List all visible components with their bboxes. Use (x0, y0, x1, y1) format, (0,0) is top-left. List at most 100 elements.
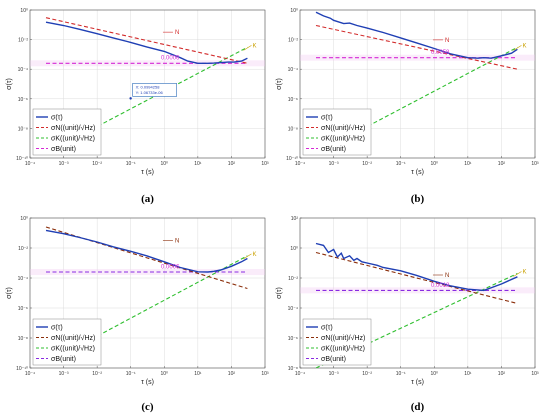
y-axis-label: σ(τ) (6, 78, 13, 90)
y-tick-label: 10⁻⁶ (18, 97, 28, 103)
y-tick-label: 10⁻¹⁰ (16, 156, 28, 162)
annotation-bias-value: 0.0058 (431, 50, 450, 56)
legend-entry: σ(τ) (51, 115, 63, 122)
annotation-k: K (252, 252, 256, 258)
series-line-n (315, 24, 518, 70)
x-tick-label: 10² (498, 161, 506, 167)
panel-caption: (b) (411, 193, 425, 205)
annotation-bias-value: 0.0006 (161, 56, 180, 62)
x-tick-label: 10¹ (194, 371, 202, 377)
x-tick-label: 10⁻¹ (126, 161, 136, 167)
plot-frame (29, 217, 266, 369)
series-line-k (315, 273, 518, 368)
legend-entry: σN((unit)/√Hz) (321, 124, 365, 132)
annotation-arrow (513, 271, 522, 277)
x-tick-label: 10⁻¹ (396, 371, 406, 377)
chart-panel-c: 10⁻⁴ 10⁻³ 10⁻² 10⁻¹ 10⁰ 10¹ 10² 10³ 10⁻¹⁰ 10⁻⁸ 10⁻… (6, 216, 269, 413)
y-tick-label: 10⁻² (288, 276, 298, 282)
x-tick-label: 10⁻³ (59, 371, 69, 377)
y-tick-label: 10⁻⁸ (288, 126, 298, 132)
x-tick-label: 10⁻³ (329, 371, 339, 377)
plot-frame (299, 217, 536, 369)
x-tick-label: 10⁻³ (59, 161, 69, 167)
series-line-n (45, 17, 248, 64)
y-tick-label: 10⁰ (290, 246, 298, 252)
y-axis-label: σ(τ) (276, 287, 283, 299)
series-line-k (45, 255, 248, 364)
legend-entry: σN((unit)/√Hz) (51, 334, 95, 342)
y-tick-label: 10⁻⁴ (18, 67, 28, 73)
chart-panel-b: 10⁻⁴ 10⁻³ 10⁻² 10⁻¹ 10⁰ 10¹ 10² 10³ 10⁻¹⁰ 10⁻⁸ 10⁻… (276, 8, 539, 205)
annotation-n: N (445, 273, 449, 279)
x-tick-label: 10² (228, 161, 236, 167)
legend-entry: σ(τ) (51, 325, 63, 332)
x-tick-label: 10⁻⁴ (25, 161, 35, 167)
x-tick-label: 10³ (261, 161, 269, 167)
datatip-marker (129, 97, 132, 100)
plot-frame (29, 9, 266, 159)
y-tick-label: 10⁻² (288, 38, 298, 44)
y-tick-label: 10⁻² (18, 246, 28, 252)
legend-entry: σB(unit) (51, 356, 76, 363)
y-tick-label: 10⁻¹⁰ (286, 156, 298, 162)
series-line-k (45, 46, 248, 154)
y-tick-label: 10⁻⁴ (288, 306, 298, 312)
y-tick-label: 10⁰ (290, 8, 298, 14)
legend-entry: σ(τ) (321, 115, 333, 122)
legend-entry: σB(unit) (51, 146, 76, 153)
annotation-k: K (252, 43, 256, 49)
annotation-k: K (522, 43, 526, 49)
legend-entry: σN((unit)/√Hz) (321, 334, 365, 342)
x-tick-label: 10⁻⁴ (295, 371, 305, 377)
y-tick-label: 10⁻⁸ (288, 366, 298, 372)
x-tick-label: 10⁻⁴ (25, 371, 35, 377)
x-tick-label: 10⁰ (430, 371, 438, 377)
series-line-n (315, 251, 518, 305)
panel-caption: (d) (411, 401, 425, 413)
y-tick-label: 10⁻⁶ (288, 97, 298, 103)
y-tick-label: 10⁰ (20, 216, 28, 222)
annotation-bias-value: 0.0006 (161, 264, 180, 270)
legend-entry: σK((unit)/√Hz) (51, 135, 95, 143)
series-line-k (315, 46, 518, 154)
y-tick-label: 10⁻⁶ (18, 306, 28, 312)
series-line-sigma (315, 11, 518, 59)
x-tick-label: 10¹ (194, 161, 202, 167)
legend-entry: σK((unit)/√Hz) (321, 345, 365, 353)
x-tick-label: 10¹ (464, 161, 472, 167)
x-tick-label: 10³ (531, 371, 539, 377)
x-tick-label: 10⁻³ (329, 161, 339, 167)
legend-entry: σB(unit) (321, 146, 346, 153)
annotation-arrow (243, 253, 252, 260)
y-axis-label: σ(τ) (6, 287, 13, 299)
annotation-k: K (522, 269, 526, 275)
x-axis-label: τ (s) (411, 169, 424, 176)
x-tick-label: 10² (228, 371, 236, 377)
datatip-x: X: 0.0994258 (136, 84, 161, 89)
annotation-arrow (243, 45, 252, 51)
y-tick-label: 10⁻⁸ (18, 336, 28, 342)
y-tick-label: 10⁻¹⁰ (16, 366, 28, 372)
x-axis-label: τ (s) (141, 379, 154, 386)
series-line-sigma (45, 21, 248, 64)
datatip-box (132, 83, 177, 97)
plot-frame (299, 9, 536, 159)
x-tick-label: 10³ (531, 161, 539, 167)
y-tick-label: 10⁻⁶ (288, 336, 298, 342)
x-tick-label: 10⁻² (362, 371, 372, 377)
y-tick-label: 10⁻⁸ (18, 126, 28, 132)
legend-entry: σN((unit)/√Hz) (51, 124, 95, 132)
x-axis-label: τ (s) (141, 169, 154, 176)
y-axis-label: σ(τ) (276, 78, 283, 90)
y-tick-label: 10⁰ (20, 8, 28, 14)
x-tick-label: 10³ (261, 371, 269, 377)
x-tick-label: 10² (498, 371, 506, 377)
legend-entry: σK((unit)/√Hz) (51, 345, 95, 353)
chart-panel-a: 10⁻⁴ 10⁻³ 10⁻² 10⁻¹ 10⁰ 10¹ 10² 10³ 10⁻¹⁰ 10⁻⁸ 10⁻… (6, 8, 269, 205)
x-tick-label: 10⁰ (430, 161, 438, 167)
y-tick-label: 10⁻² (18, 38, 28, 44)
annotation-n: N (175, 238, 179, 244)
legend-entry: σ(τ) (321, 325, 333, 332)
series-line-sigma (45, 229, 248, 273)
